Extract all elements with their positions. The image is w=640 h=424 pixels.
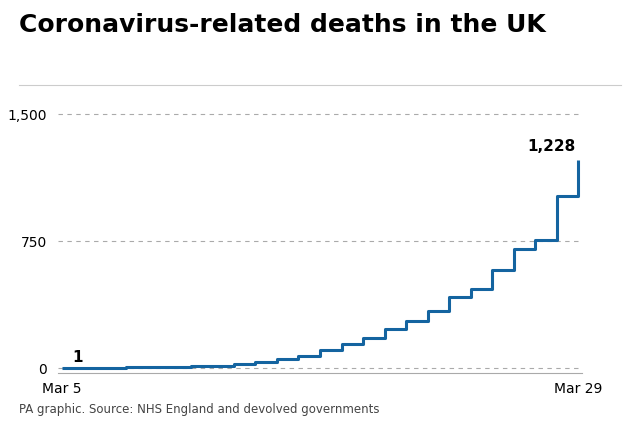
Text: Coronavirus-related deaths in the UK: Coronavirus-related deaths in the UK: [19, 13, 546, 37]
Text: 1,228: 1,228: [528, 139, 576, 153]
Text: PA graphic. Source: NHS England and devolved governments: PA graphic. Source: NHS England and devo…: [19, 402, 380, 416]
Text: 1: 1: [73, 350, 83, 365]
